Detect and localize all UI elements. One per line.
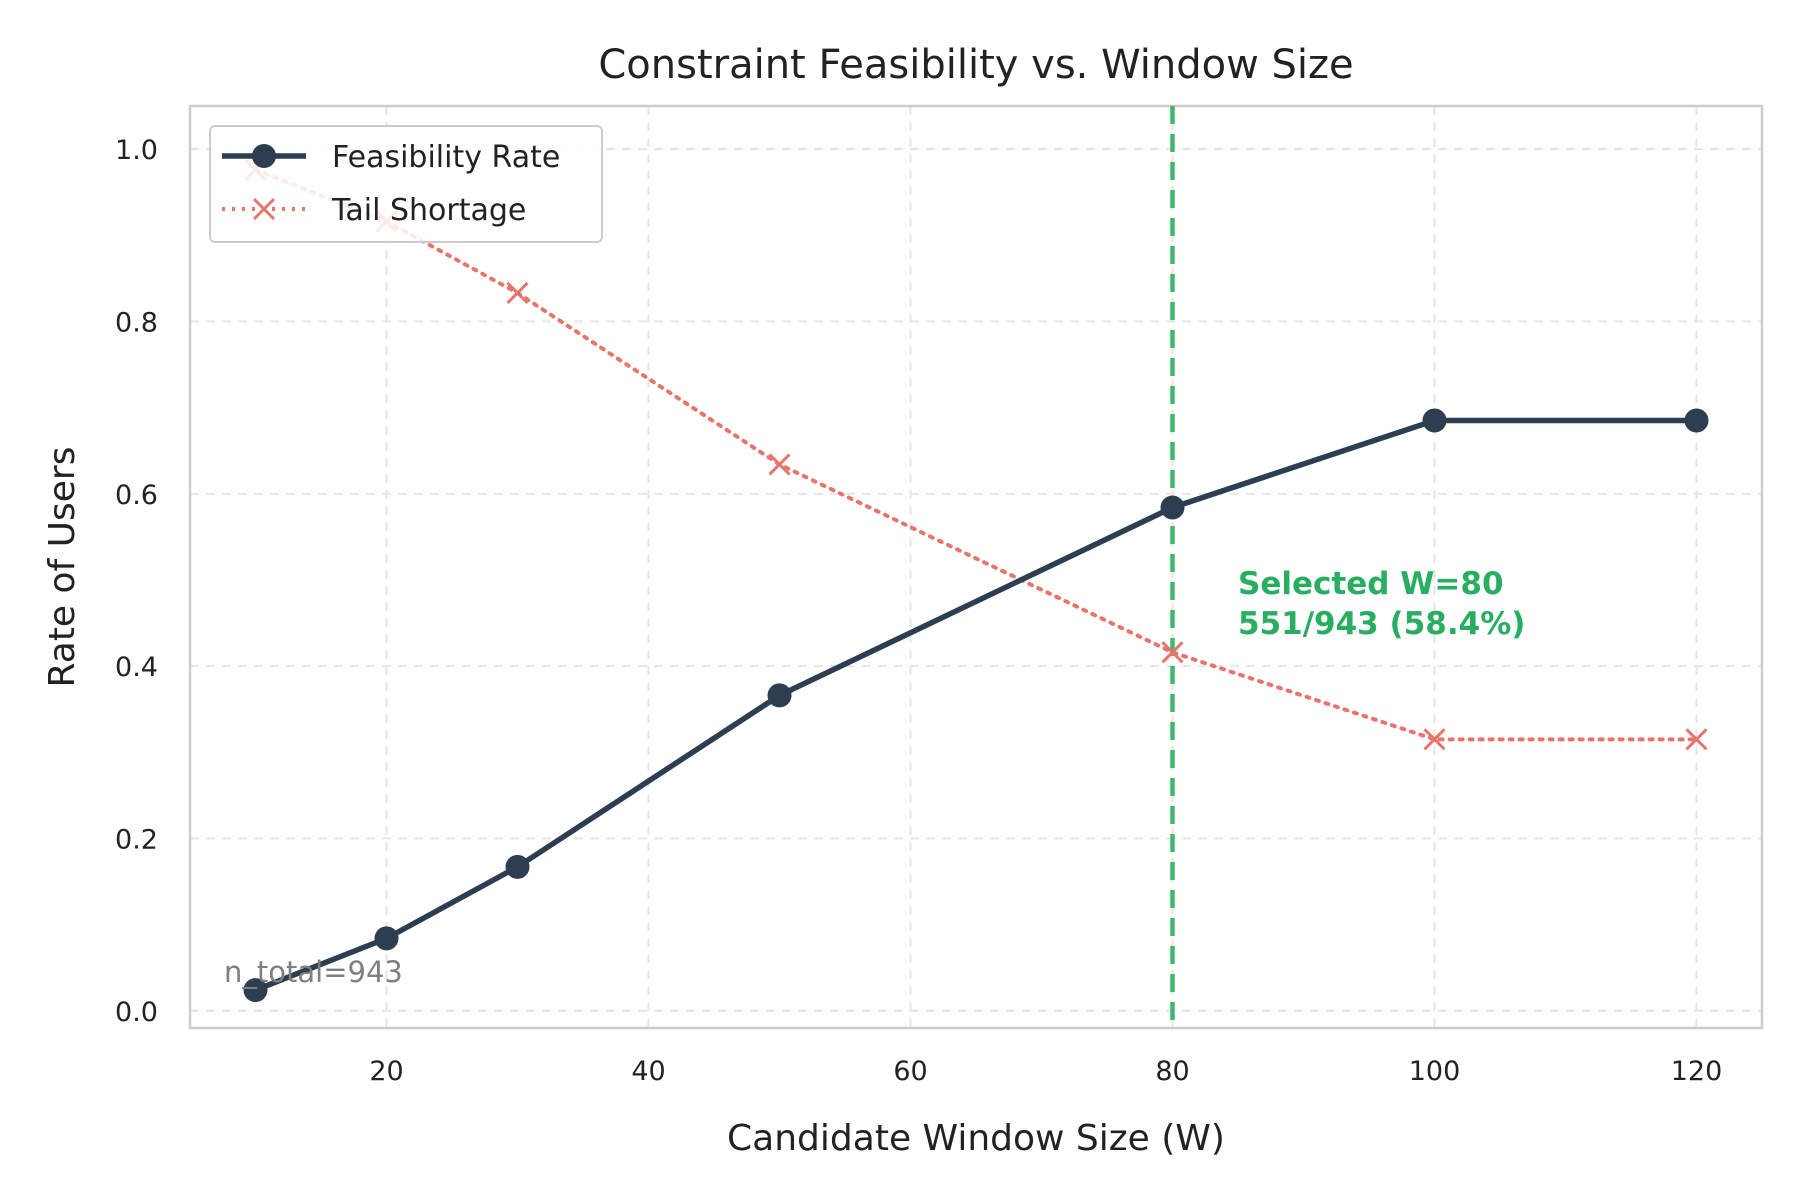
- x-marker-stroke: [506, 281, 529, 305]
- legend-entry: Feasibility Rate: [222, 140, 560, 175]
- legend-entry: Tail Shortage: [222, 193, 526, 228]
- data-point: [506, 281, 529, 305]
- x-tick-label: 120: [1671, 1056, 1723, 1087]
- series-1: [244, 158, 1708, 751]
- y-axis-label: Rate of Users: [42, 447, 83, 688]
- series-0: [243, 408, 1709, 1003]
- annotation-line-2: 551/943 (58.4%): [1238, 606, 1525, 642]
- selected-window-annotation: Selected W=80 551/943 (58.4%): [1238, 566, 1525, 642]
- y-tick-label: 0.0: [115, 997, 158, 1028]
- data-point: [768, 453, 791, 476]
- legend-box: [209, 125, 603, 243]
- ticks: 20 40 60 80 100 120 0.0 0.2 0.4 0.6 0.8 1.0: [115, 135, 1722, 1087]
- x-tick-label: 40: [631, 1056, 665, 1087]
- data-point: [1423, 728, 1446, 751]
- annotation-line-1: Selected W=80: [1238, 566, 1504, 602]
- data-point: [767, 683, 792, 708]
- data-point: [505, 854, 530, 879]
- legend-label: Feasibility Rate: [332, 140, 560, 175]
- y-tick-label: 0.2: [115, 824, 158, 855]
- x-marker-stroke: [1685, 728, 1708, 751]
- plot-frame: [188, 104, 1764, 1030]
- data-point: [1684, 408, 1709, 433]
- x-marker-stroke: [1423, 728, 1446, 751]
- legend-marker: [252, 144, 276, 168]
- y-tick-label: 0.6: [115, 480, 158, 511]
- legend-marker: [252, 197, 276, 221]
- data-point: [1161, 641, 1184, 664]
- legend: Feasibility Rate Tail Shortage: [209, 125, 603, 243]
- series-line: [252, 417, 1700, 993]
- y-tick-label: 1.0: [115, 135, 158, 166]
- x-marker-stroke: [1161, 641, 1184, 664]
- x-axis-label: Candidate Window Size (W): [727, 1118, 1225, 1159]
- x-tick-label: 100: [1409, 1056, 1461, 1087]
- chart-title: Constraint Feasibility vs. Window Size: [598, 42, 1353, 88]
- y-tick-label: 0.8: [115, 307, 158, 338]
- data-point: [1160, 495, 1185, 520]
- data-point: [243, 978, 268, 1003]
- grid: [190, 106, 1762, 1028]
- y-tick-label: 0.4: [115, 652, 158, 683]
- x-tick-label: 80: [1155, 1056, 1189, 1087]
- data-point: [1685, 728, 1708, 751]
- series-line: [253, 167, 1699, 742]
- data-point: [374, 926, 399, 951]
- x-tick-label: 60: [893, 1056, 927, 1087]
- legend-label: Tail Shortage: [331, 193, 526, 228]
- x-tick-label: 20: [369, 1056, 403, 1087]
- data-point: [1422, 408, 1447, 433]
- x-marker-stroke: [768, 453, 791, 476]
- n-total-note: n_total=943: [224, 955, 403, 989]
